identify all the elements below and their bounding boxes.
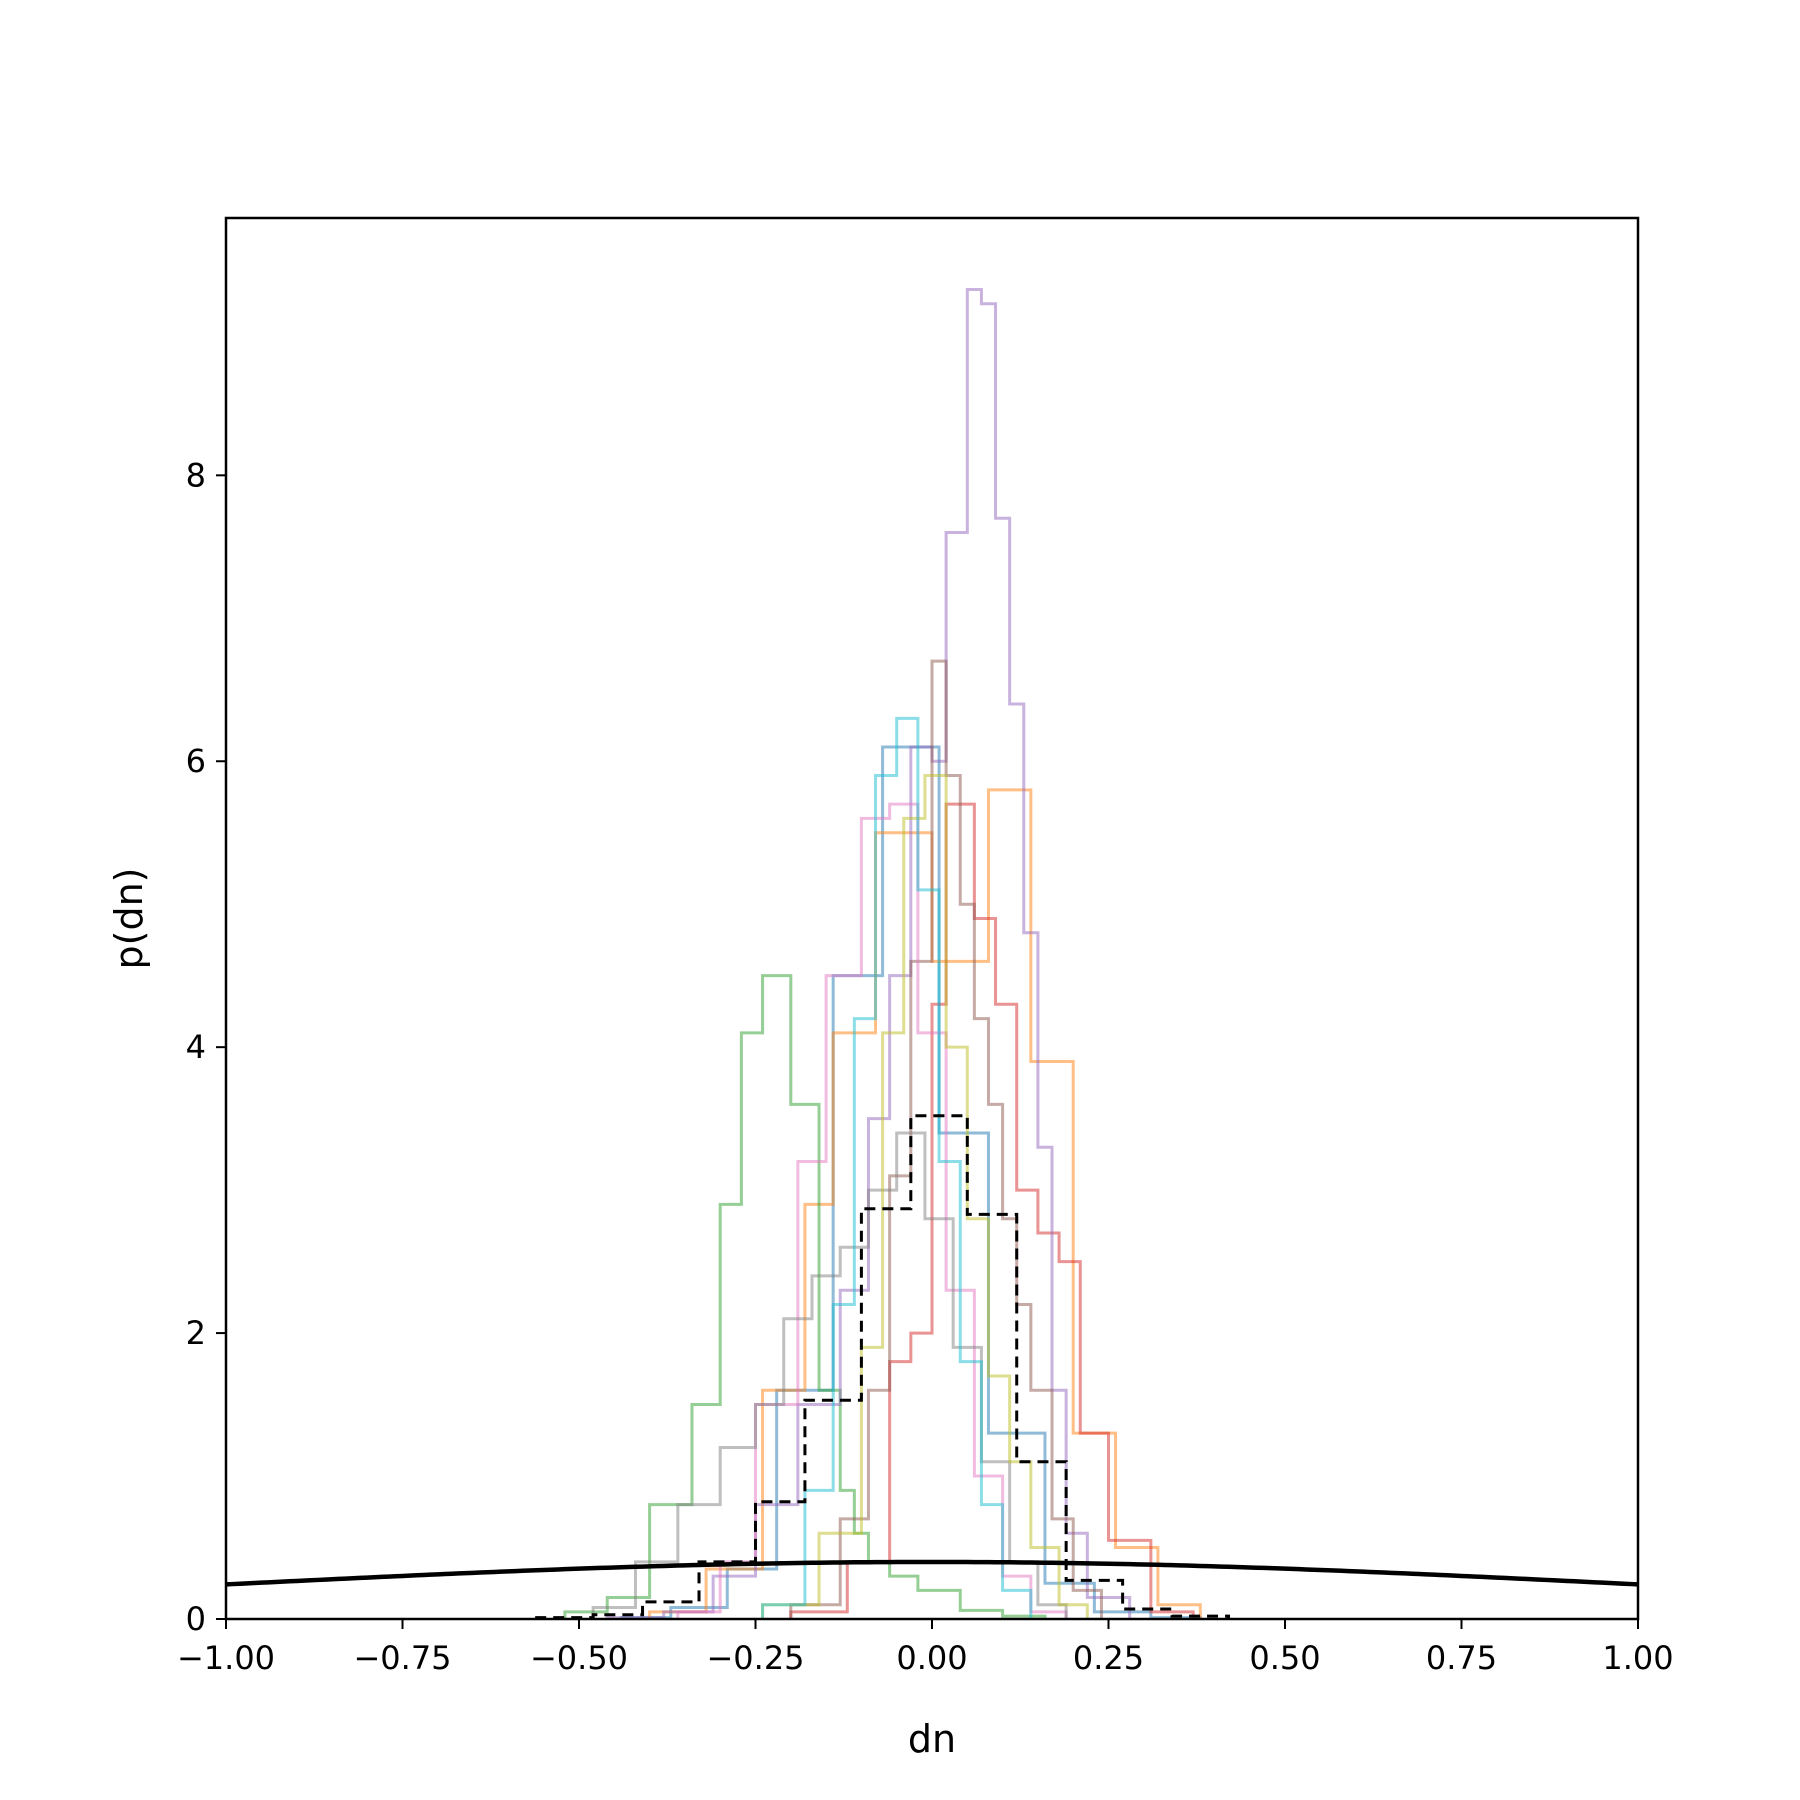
x-tick-label: 0.75 xyxy=(1426,1639,1497,1677)
y-tick-label: 8 xyxy=(186,456,206,494)
x-tick-label: 0.00 xyxy=(896,1639,967,1677)
y-tick-label: 2 xyxy=(186,1314,206,1352)
histogram-series-10 xyxy=(761,716,1033,1619)
x-tick-label: 0.50 xyxy=(1249,1639,1320,1677)
y-tick-label: 4 xyxy=(186,1028,206,1066)
histogram-series-7 xyxy=(676,802,1068,1619)
plot-marks xyxy=(226,287,1638,1619)
histogram-series-4 xyxy=(789,802,1195,1619)
y-tick-label: 0 xyxy=(186,1600,206,1638)
x-tick-label: −0.75 xyxy=(353,1639,451,1677)
x-tick-label: −1.00 xyxy=(177,1639,275,1677)
y-axis: 0 2 4 6 8 xyxy=(186,456,226,1638)
histogram-series-6 xyxy=(789,659,1103,1619)
x-tick-label: 1.00 xyxy=(1602,1639,1673,1677)
y-tick-label: 6 xyxy=(186,742,206,780)
y-axis-label: p(dn) xyxy=(107,868,151,970)
x-axis-label: dn xyxy=(908,1717,956,1761)
x-tick-label: −0.50 xyxy=(530,1639,628,1677)
histogram-series-9 xyxy=(761,774,1089,1619)
x-tick-label: 0.25 xyxy=(1073,1639,1144,1677)
histogram-series-3 xyxy=(563,974,1047,1619)
mean-histogram xyxy=(535,1114,1231,1619)
x-axis: −1.00 −0.75 −0.50 −0.25 0.00 0.25 0.50 0.75 1.00 xyxy=(177,1619,1674,1677)
normal-curve xyxy=(226,1559,1638,1587)
x-tick-label: −0.25 xyxy=(706,1639,804,1677)
